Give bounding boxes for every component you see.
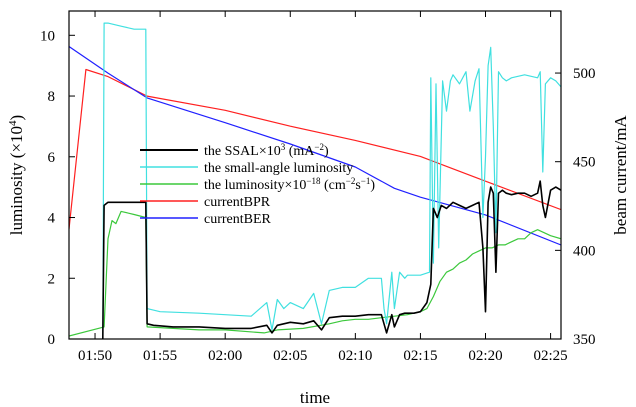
legend-label-0-part-2: (mA <box>285 144 315 159</box>
legend: the SSAL×103 (mA−2)the small-angle lumin… <box>140 142 375 227</box>
x-tick-label: 02:05 <box>273 348 307 364</box>
legend-label-2: the luminosity×10−18 (cm−2s−1) <box>204 176 375 193</box>
series-line-4 <box>69 46 561 246</box>
x-tick-label: 02:15 <box>403 348 437 364</box>
legend-label-0-part-1: 3 <box>281 142 286 152</box>
y-axis-right-title: beam current/mA <box>611 115 630 235</box>
y-axis-left-title-sup: 4 <box>7 120 19 126</box>
series-line-3 <box>69 68 561 230</box>
x-tick-label: 02:20 <box>468 348 502 364</box>
y-left-tick-label: 2 <box>48 271 56 287</box>
y-left-tick-label: 8 <box>48 89 56 105</box>
y-axis-left-title: luminosity (×104) <box>7 115 26 235</box>
legend-label-2-part-0: the luminosity×10 <box>204 178 306 193</box>
legend-label-0-part-3: −2 <box>314 142 324 152</box>
legend-label-2-part-1: −18 <box>306 176 321 186</box>
y-axis-left-title-tail: ) <box>7 115 26 121</box>
legend-label-4-part-0: currentBER <box>204 212 272 227</box>
legend-label-3-part-0: currentBPR <box>204 195 271 210</box>
legend-label-2-part-3: −2 <box>346 176 356 186</box>
legend-label-1-part-0: the small-angle luminosity <box>204 161 353 176</box>
series-line-1 <box>102 22 561 339</box>
y-right-tick-label: 500 <box>573 66 596 82</box>
legend-label-2-part-6: ) <box>370 178 375 193</box>
legend-label-1: the small-angle luminosity <box>204 161 353 176</box>
legend-label-2-part-4: s <box>355 178 360 193</box>
y-axis-left-title-text: luminosity (×10 <box>7 126 26 235</box>
x-tick-label: 02:00 <box>208 348 242 364</box>
plot-frame <box>68 10 562 340</box>
legend-label-0: the SSAL×103 (mA−2) <box>204 142 329 159</box>
legend-label-2-part-5: −1 <box>361 176 371 186</box>
ticks-layer: 01:50 01:55 02:00 02:05 02:10 02:15 02:20 02:25… <box>40 11 596 364</box>
y-left-tick-label: 4 <box>48 211 56 227</box>
y-right-tick-label: 400 <box>573 243 596 259</box>
legend-label-3: currentBPR <box>204 195 271 210</box>
legend-label-4: currentBER <box>204 212 272 227</box>
y-right-tick-label: 450 <box>573 155 596 171</box>
legend-label-0-part-4: ) <box>324 144 329 159</box>
legend-label-0-part-0: the SSAL×10 <box>204 144 281 159</box>
legend-label-2-part-2: (cm <box>320 178 345 193</box>
series-line-0 <box>102 180 561 339</box>
x-tick-label: 02:25 <box>534 348 568 364</box>
x-axis-title: time <box>300 388 330 407</box>
y-left-tick-label: 10 <box>40 28 55 44</box>
y-left-tick-label: 0 <box>48 332 56 348</box>
y-right-tick-label: 350 <box>573 332 596 348</box>
x-tick-label: 02:10 <box>338 348 372 364</box>
x-tick-label: 01:55 <box>143 348 177 364</box>
series-layer <box>69 22 561 339</box>
y-left-tick-label: 6 <box>48 150 56 166</box>
x-tick-label: 01:50 <box>78 348 112 364</box>
